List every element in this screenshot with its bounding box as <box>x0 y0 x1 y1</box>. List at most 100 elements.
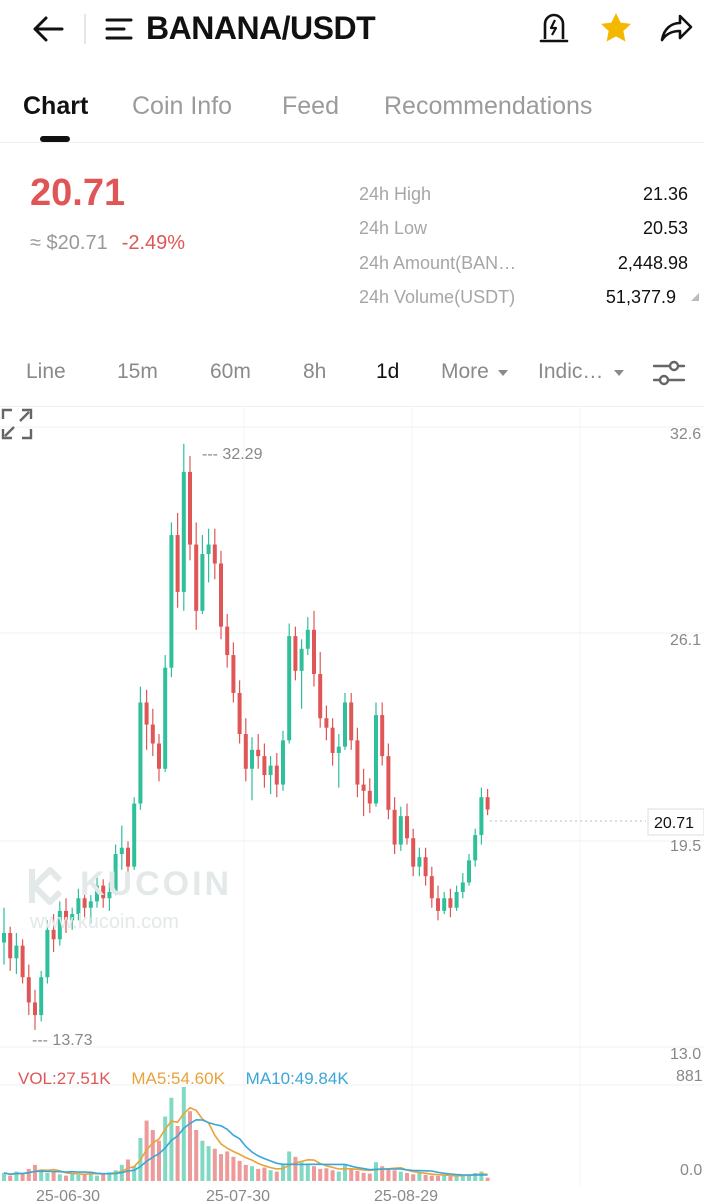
tab-chart[interactable]: Chart <box>23 92 89 120</box>
tf-indicators[interactable]: Indic… <box>538 360 625 384</box>
menu-lines-icon[interactable] <box>104 14 134 44</box>
volume-bar <box>212 1148 217 1181</box>
volume-bar <box>206 1146 211 1181</box>
star-icon[interactable] <box>598 10 634 46</box>
stat-low-label: 24h Low <box>359 218 428 238</box>
tf-more[interactable]: More <box>441 360 509 384</box>
volume-bar <box>460 1174 465 1181</box>
tab-feed[interactable]: Feed <box>282 92 339 120</box>
candle-body <box>200 554 205 611</box>
back-arrow-icon[interactable] <box>28 12 68 46</box>
ma10-label: MA10:49.84K <box>245 1069 349 1088</box>
volume-bar <box>132 1166 137 1181</box>
volume-bar <box>305 1163 310 1181</box>
volume-bar <box>367 1173 372 1181</box>
tf-60m[interactable]: 60m <box>210 360 251 383</box>
candle-body <box>14 945 19 959</box>
volume-bar <box>392 1170 397 1181</box>
volume-bar <box>231 1156 236 1181</box>
stat-volume-label: 24h Volume(USDT) <box>359 287 516 307</box>
candle-body <box>324 718 329 728</box>
candle-body <box>460 882 465 892</box>
ma5-label: MA5:54.60K <box>131 1069 225 1088</box>
volume-bar <box>473 1172 478 1181</box>
volume-bar <box>324 1168 329 1181</box>
volume-bar <box>26 1168 31 1181</box>
candle-body <box>45 929 50 978</box>
kline-chart-area[interactable]: 20.71 32.6 26.1 19.5 13.0 --- 32.29 --- … <box>0 406 704 1201</box>
candle-body <box>126 847 130 867</box>
candle-body <box>194 544 199 611</box>
price-axis-label: 26.1 <box>670 632 701 649</box>
volume-bar <box>485 1177 490 1181</box>
volume-bar <box>188 1111 192 1181</box>
volume-bar <box>281 1164 285 1181</box>
volume-bar <box>219 1154 223 1181</box>
candle-body <box>485 797 490 810</box>
candles-layer <box>2 443 490 1030</box>
volume-bar <box>380 1166 385 1181</box>
volume-bar <box>423 1174 428 1181</box>
expand-icon[interactable] <box>0 407 34 441</box>
candle-body <box>243 734 248 769</box>
volume-bar <box>293 1156 298 1181</box>
volume-bar <box>312 1166 316 1181</box>
volume-bar <box>274 1171 279 1181</box>
volume-bar <box>76 1174 81 1181</box>
share-icon[interactable] <box>658 10 694 46</box>
tab-recommendations[interactable]: Recommendations <box>384 92 593 120</box>
high-price-marker: --- 32.29 <box>202 446 263 463</box>
volume-bar <box>330 1170 335 1181</box>
date-axis-label: 25-07-30 <box>206 1188 270 1201</box>
volume-bar <box>2 1172 6 1181</box>
chart-settings-icon[interactable] <box>652 358 686 388</box>
price-change: -2.49% <box>121 232 186 254</box>
volume-bar <box>250 1166 254 1181</box>
chart-grid <box>0 407 704 1187</box>
caret-down-icon <box>614 370 625 376</box>
candle-body <box>343 702 347 747</box>
candle-body <box>8 932 13 959</box>
volume-bar <box>14 1171 19 1181</box>
candle-body <box>163 667 168 769</box>
volume-bar <box>448 1176 453 1181</box>
candle-body <box>2 932 6 943</box>
volume-bars-layer <box>2 1087 490 1181</box>
candle-body <box>188 471 192 545</box>
candle-body <box>231 655 236 693</box>
candle-body <box>33 1002 37 1016</box>
tab-coin-info[interactable]: Coin Info <box>132 92 233 120</box>
volume-bar <box>33 1164 37 1181</box>
candle-body <box>57 910 62 940</box>
candle-body <box>299 648 304 671</box>
candle-body <box>268 765 273 776</box>
candle-body <box>51 929 56 940</box>
tf-15m[interactable]: 15m <box>117 360 158 383</box>
volume-bar <box>436 1175 440 1181</box>
section-tabs: Chart Coin Info Feed Recommendations <box>0 86 704 143</box>
tf-1d[interactable]: 1d <box>376 360 400 383</box>
pair-title[interactable]: BANANA/USDT <box>146 10 376 46</box>
alert-bell-icon[interactable] <box>536 10 572 46</box>
candle-body <box>417 857 422 867</box>
candle-body <box>95 885 99 902</box>
tf-line[interactable]: Line <box>26 360 66 383</box>
volume-bar <box>361 1172 366 1181</box>
volume-bar <box>417 1172 422 1181</box>
volume-bar <box>256 1168 261 1181</box>
kucoin-watermark: KUCOIN www.kucoin.com <box>26 865 229 945</box>
candle-body <box>355 740 360 785</box>
candlestick-chart[interactable]: 20.71 32.6 26.1 19.5 13.0 --- 32.29 --- … <box>0 407 704 1201</box>
candle-body <box>274 765 279 785</box>
volume-stats-row: VOL:27.51K MA5:54.60K MA10:49.84K <box>18 1069 365 1089</box>
candle-body <box>349 702 354 741</box>
kucoin-logo-icon <box>29 867 63 905</box>
candle-body <box>138 702 143 804</box>
candle-body <box>423 857 428 877</box>
volume-bar <box>374 1162 378 1181</box>
tf-8h[interactable]: 8h <box>303 360 327 383</box>
candle-body <box>39 977 44 1016</box>
stat-amount-label: 24h Amount(BAN… <box>359 253 517 273</box>
volume-bar <box>237 1160 242 1181</box>
candle-body <box>119 847 124 855</box>
